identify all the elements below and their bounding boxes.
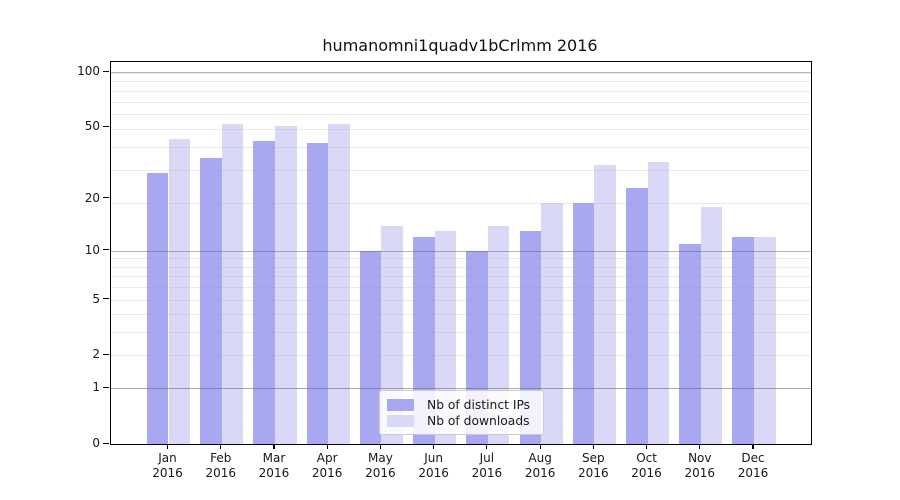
ip-bar-mar: [253, 140, 275, 444]
y-tick-label-10: 10: [84, 242, 100, 257]
y-tick-mark: [103, 442, 109, 444]
x-tick-label-sep: Sep 2016: [578, 451, 609, 480]
x-tick-mark: [166, 444, 169, 449]
minor-gridline: [111, 128, 811, 130]
ip-bar-apr: [306, 142, 329, 444]
ip-bar-oct: [625, 187, 648, 444]
legend-item-downloads: Nb of downloads: [387, 413, 530, 428]
downloads-bar-aug: [541, 202, 563, 444]
chart-title: humanomni1quadv1bCrlmm 2016: [322, 36, 598, 55]
x-tick-mark: [752, 444, 754, 449]
x-tick-label-jul: Jul 2016: [471, 451, 503, 480]
downloads-bar-apr: [328, 124, 350, 444]
y-tick-mark: [103, 298, 109, 300]
legend-item-distinct-ips: Nb of distinct IPs: [387, 397, 530, 412]
major-gridline: [111, 72, 811, 74]
x-tick-label-aug: Aug 2016: [524, 451, 556, 480]
minor-gridline: [111, 101, 811, 103]
y-tick-mark: [103, 125, 109, 127]
y-tick-label-100: 100: [77, 64, 100, 79]
ip-bar-nov: [679, 243, 701, 444]
x-tick-label-may: May 2016: [365, 451, 396, 480]
ip-bar-feb: [200, 157, 222, 444]
y-tick-label-50: 50: [84, 119, 100, 134]
y-tick-mark: [103, 386, 109, 388]
x-tick-label-mar: Mar 2016: [258, 451, 290, 480]
legend-label-downloads: Nb of downloads: [427, 413, 530, 428]
y-tick-mark: [103, 249, 109, 251]
ip-bar-may: [359, 250, 382, 444]
x-tick-mark: [220, 444, 222, 449]
downloads-bar-jan: [168, 139, 191, 444]
y-tick-label-2: 2: [92, 347, 100, 362]
x-tick-mark: [326, 444, 328, 449]
x-tick-label-jun: Jun 2016: [418, 451, 449, 480]
x-tick-label-oct: Oct 2016: [631, 451, 662, 480]
ip-bar-sep: [572, 202, 595, 444]
minor-gridline: [111, 81, 811, 83]
x-tick-label-dec: Dec 2016: [737, 451, 769, 480]
legend-label-distinct-ips: Nb of distinct IPs: [427, 397, 531, 412]
x-tick-label-jan: Jan 2016: [152, 451, 183, 480]
ip-bar-jan: [146, 172, 169, 444]
y-tick-mark: [103, 70, 109, 72]
x-tick-mark: [699, 444, 701, 449]
downloads-bar-sep: [594, 164, 616, 444]
y-tick-label-20: 20: [84, 190, 100, 205]
downloads-bar-dec: [754, 237, 776, 444]
downloads-bar-nov: [700, 206, 723, 444]
x-tick-label-feb: Feb 2016: [205, 451, 236, 480]
x-tick-mark: [379, 444, 381, 449]
x-tick-label-nov: Nov 2016: [684, 451, 716, 480]
x-tick-mark: [539, 444, 541, 449]
x-tick-mark: [645, 444, 648, 449]
y-tick-mark: [103, 197, 109, 199]
downloads-bar-feb: [221, 124, 244, 444]
y-tick-mark: [103, 353, 109, 356]
y-tick-label-5: 5: [92, 291, 100, 306]
y-tick-label-1: 1: [92, 380, 100, 395]
downloads-bar-oct: [647, 162, 670, 444]
downloads-bar-jul: [487, 225, 510, 444]
x-tick-label-apr: Apr 2016: [311, 451, 343, 480]
x-tick-mark: [592, 444, 594, 449]
minor-gridline: [111, 72, 811, 74]
x-tick-mark: [486, 444, 488, 449]
minor-gridline: [111, 146, 811, 148]
legend-swatch-downloads: [387, 414, 414, 427]
ip-bar-dec: [732, 237, 755, 444]
downloads-bar-mar: [274, 125, 297, 444]
x-tick-mark: [273, 444, 275, 449]
x-tick-mark: [433, 444, 435, 449]
legend: Nb of distinct IPs Nb of downloads: [379, 390, 545, 435]
plot-area: Nb of distinct IPs Nb of downloads: [110, 61, 812, 445]
legend-swatch-distinct-ips: [387, 398, 414, 411]
y-tick-label-0: 0: [92, 436, 100, 450]
minor-gridline: [111, 114, 811, 116]
downloads-bar-may: [381, 225, 403, 444]
minor-gridline: [111, 90, 811, 92]
